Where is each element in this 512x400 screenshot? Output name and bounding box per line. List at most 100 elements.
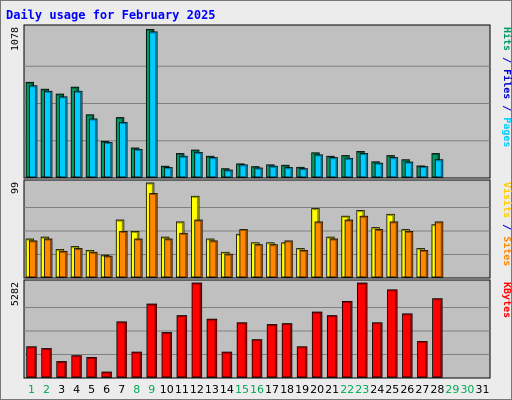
x-tick-day-21: 21 <box>325 383 339 396</box>
bar-visits-sites-day-10 <box>164 238 173 278</box>
x-tick-day-11: 11 <box>175 383 189 396</box>
bar-kbytes-kbytes-day-13 <box>206 318 218 378</box>
bar-visits-sites-day-9 <box>149 193 158 278</box>
bar-visits-sites-day-25 <box>389 221 399 278</box>
bar-visits-sites-day-1 <box>29 240 38 278</box>
bar-hits-pages-day-13 <box>209 157 218 178</box>
bar-visits-sites-day-5 <box>89 251 98 278</box>
x-tick-day-16: 16 <box>250 383 264 396</box>
x-tick-day-27: 27 <box>415 383 429 396</box>
bar-hits-pages-day-1 <box>29 85 38 178</box>
bar-hits-pages-day-5 <box>89 118 98 178</box>
bar-kbytes-kbytes-day-27 <box>417 341 428 378</box>
bar-hits-pages-day-24 <box>374 162 384 178</box>
bar-visits-sites-day-26 <box>404 231 414 278</box>
panel-visits-legend-part-2: Sites <box>501 236 512 266</box>
bar-hits-pages-day-23 <box>359 153 369 178</box>
panel-kbytes-max-label: 5282 <box>10 282 21 306</box>
bar-hits-pages-day-15 <box>239 164 248 178</box>
bar-kbytes-kbytes-day-2 <box>41 348 52 378</box>
bar-kbytes-kbytes-day-24 <box>372 322 383 378</box>
panel-hits-legend-part-4: Pages <box>501 117 512 147</box>
bar-visits-sites-day-3 <box>59 250 68 278</box>
bar-hits-pages-day-19 <box>299 168 308 178</box>
bar-visits-sites-day-15 <box>239 229 248 278</box>
bar-kbytes-kbytes-day-17 <box>266 324 278 378</box>
bar-visits-sites-day-11 <box>179 232 188 278</box>
x-tick-day-15: 15 <box>235 383 249 396</box>
bar-hits-pages-day-6 <box>104 142 113 178</box>
bar-visits-sites-day-22 <box>344 219 354 278</box>
bar-visits-sites-day-23 <box>359 215 369 278</box>
x-tick-day-29: 29 <box>445 383 459 396</box>
bar-kbytes-kbytes-day-7 <box>116 321 127 378</box>
bar-kbytes-kbytes-day-26 <box>402 313 413 378</box>
bar-kbytes-kbytes-day-3 <box>56 361 67 378</box>
bar-hits-pages-day-27 <box>419 166 429 178</box>
panel-kbytes-axis-legend: KBytes <box>501 282 512 318</box>
bar-kbytes-kbytes-day-21 <box>326 315 338 378</box>
bar-kbytes-kbytes-day-4 <box>71 355 82 378</box>
bar-hits-pages-day-14 <box>224 169 233 178</box>
bar-visits-sites-day-17 <box>269 244 278 278</box>
x-tick-day-8: 8 <box>133 383 140 396</box>
chart-title: Daily usage for February 2025 <box>6 8 216 22</box>
x-tick-day-13: 13 <box>205 383 219 396</box>
bar-visits-sites-day-24 <box>374 229 384 278</box>
bar-hits-pages-day-17 <box>269 165 278 178</box>
bar-visits-sites-day-13 <box>209 240 218 278</box>
bar-kbytes-kbytes-day-10 <box>161 332 173 378</box>
x-tick-day-30: 30 <box>460 383 474 396</box>
bar-visits-sites-day-19 <box>299 250 308 278</box>
bar-visits-sites-day-18 <box>284 240 293 278</box>
panel-hits-legend-part-3: / <box>501 99 512 117</box>
x-tick-day-9: 9 <box>148 383 155 396</box>
bar-hits-pages-day-21 <box>329 157 338 178</box>
bar-hits-pages-day-28 <box>434 159 444 178</box>
x-tick-day-1: 1 <box>28 383 35 396</box>
bar-kbytes-kbytes-day-19 <box>296 346 308 378</box>
x-tick-day-4: 4 <box>73 383 80 396</box>
bar-kbytes-kbytes-day-8 <box>131 351 142 378</box>
bar-hits-pages-day-2 <box>44 90 53 178</box>
x-tick-day-23: 23 <box>355 383 369 396</box>
x-tick-day-26: 26 <box>400 383 414 396</box>
panel-hits-legend-part-1: / <box>501 51 512 69</box>
x-tick-day-7: 7 <box>118 383 125 396</box>
x-tick-day-18: 18 <box>280 383 294 396</box>
bar-visits-sites-day-8 <box>134 238 143 278</box>
bar-kbytes-kbytes-day-9 <box>146 303 157 378</box>
x-tick-day-14: 14 <box>220 383 234 396</box>
bar-hits-pages-day-20 <box>314 154 323 178</box>
bar-kbytes-kbytes-day-25 <box>387 289 398 378</box>
bar-hits-pages-day-10 <box>164 167 173 178</box>
bar-visits-sites-day-7 <box>119 231 128 278</box>
bar-hits-pages-day-16 <box>254 167 263 178</box>
bar-kbytes-kbytes-day-15 <box>236 322 248 378</box>
x-tick-day-10: 10 <box>160 383 174 396</box>
bar-hits-pages-day-26 <box>404 161 414 178</box>
bar-hits-pages-day-25 <box>389 157 399 178</box>
bar-hits-pages-day-18 <box>284 167 293 178</box>
bar-visits-sites-day-21 <box>329 238 338 278</box>
panel-visits: 99 Visits / Sites <box>10 179 512 279</box>
bar-hits-pages-day-9 <box>149 31 158 178</box>
x-tick-day-5: 5 <box>88 383 95 396</box>
x-tick-day-3: 3 <box>58 383 65 396</box>
x-tick-day-25: 25 <box>385 383 399 396</box>
bar-kbytes-kbytes-day-16 <box>251 339 263 378</box>
panel-visits-max-label: 99 <box>10 182 21 194</box>
bar-kbytes-kbytes-day-23 <box>357 282 368 378</box>
x-tick-day-19: 19 <box>295 383 309 396</box>
bar-visits-sites-day-16 <box>254 244 263 278</box>
bar-visits-sites-day-6 <box>104 255 113 278</box>
panel-hits: 1078 Hits / Files / Pages <box>10 24 512 179</box>
panel-kbytes-legend-part-0: KBytes <box>501 282 512 318</box>
panel-visits-axis-legend: Visits / Sites <box>501 182 512 266</box>
bar-kbytes-kbytes-day-28 <box>432 298 443 378</box>
bar-visits-sites-day-4 <box>74 248 83 278</box>
bar-kbytes-kbytes-day-12 <box>191 282 203 378</box>
bar-visits-sites-day-27 <box>419 250 429 278</box>
panel-hits-axis-legend: Hits / Files / Pages <box>501 27 512 147</box>
x-tick-day-31: 31 <box>475 383 489 396</box>
